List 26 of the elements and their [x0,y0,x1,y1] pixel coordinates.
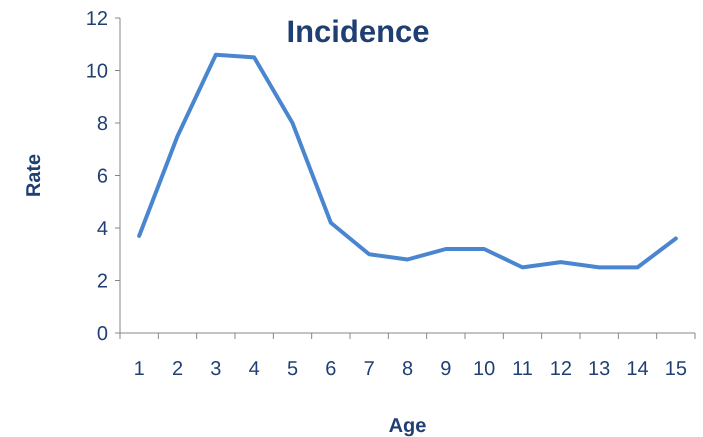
x-axis-title: Age [388,415,426,437]
x-tick-label: 2 [172,358,184,380]
y-axis-title: Rate [23,154,45,198]
x-tick-label: 9 [440,358,452,380]
x-tick-label: 12 [550,358,572,380]
x-tick-label: 8 [402,358,414,380]
y-tick-label: 2 [96,270,108,292]
y-tick-label: 12 [86,8,108,30]
y-tick-label: 10 [86,60,108,82]
x-tick-label: 14 [626,358,649,380]
x-tick-label: 15 [664,358,687,380]
y-tick-label: 8 [96,113,108,135]
x-tick-label: 10 [473,358,496,380]
x-tick-label: 1 [134,358,145,380]
x-tick-label: 11 [512,358,533,380]
x-tick-label: 3 [210,358,222,380]
chart-title: Incidence [286,14,430,49]
x-tick-label: 13 [588,358,610,380]
y-tick-label: 0 [96,323,108,345]
y-tick-label: 4 [96,218,108,240]
x-tick-label: 7 [364,358,375,380]
x-tick-label: 6 [325,358,336,380]
x-tick-label: 4 [248,358,260,380]
line-series [137,52,678,270]
x-tick-label: 5 [286,358,298,380]
y-tick-label: 6 [96,166,108,188]
